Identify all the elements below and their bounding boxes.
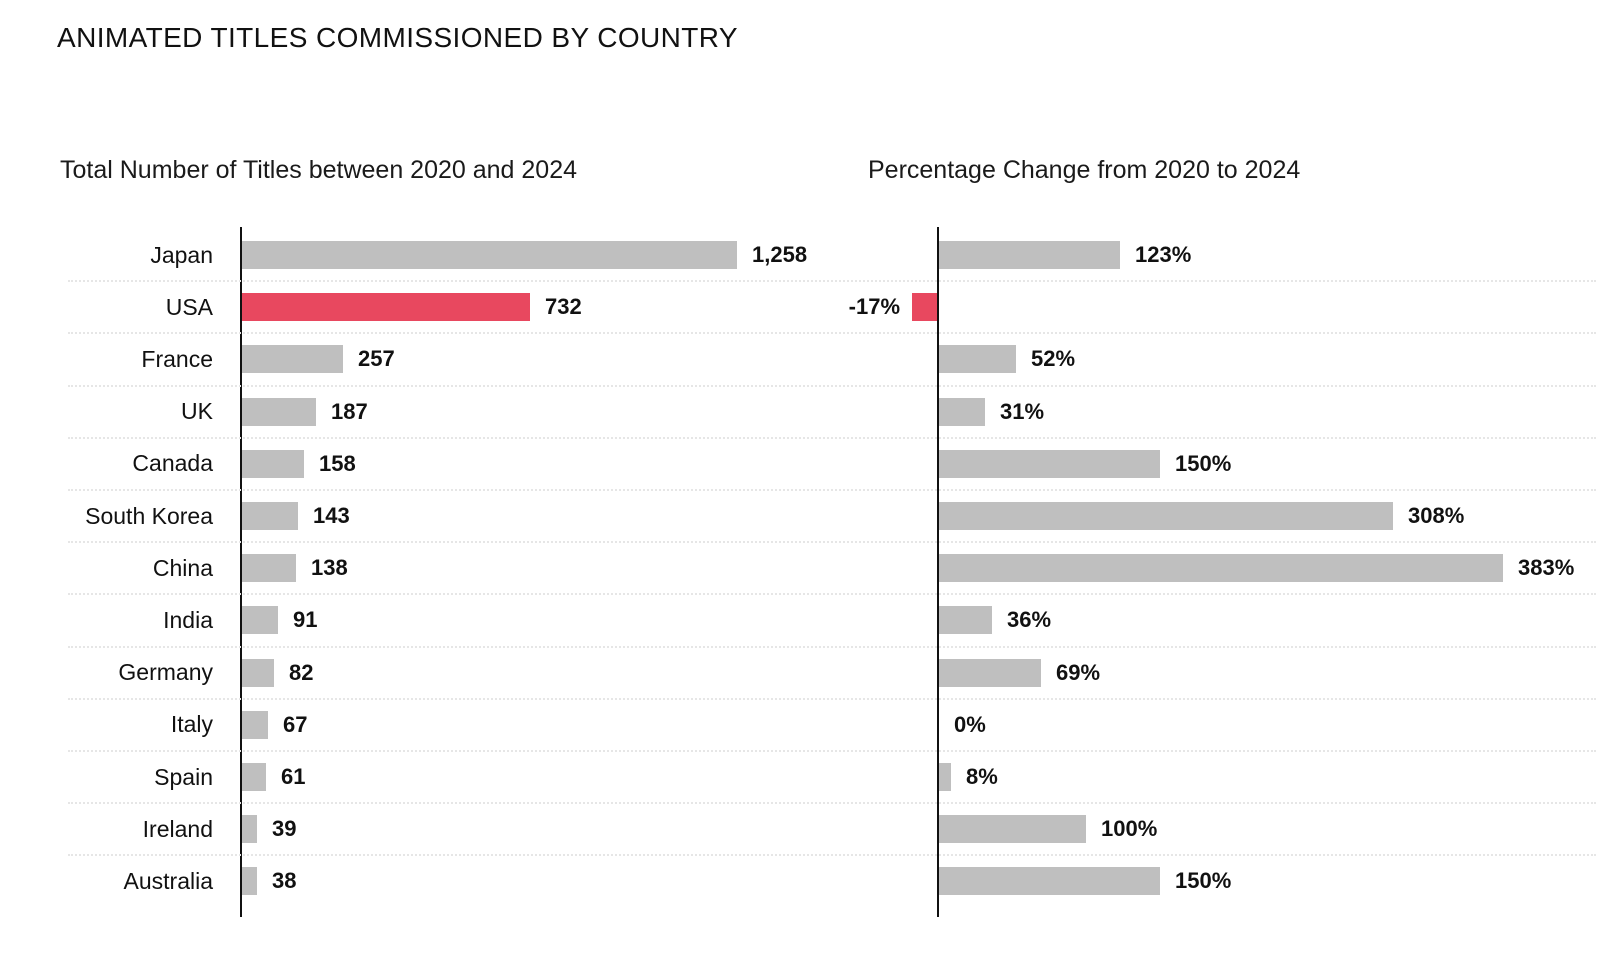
change-value: 8% xyxy=(966,764,998,790)
chart-row: Italy 67 0% xyxy=(0,699,1604,752)
country-label: South Korea xyxy=(85,502,213,529)
chart-row: France 257 52% xyxy=(0,333,1604,387)
country-label: France xyxy=(141,345,213,372)
country-label: UK xyxy=(181,398,213,425)
change-value: 383% xyxy=(1518,555,1575,581)
row-separator xyxy=(68,436,1596,439)
change-bar xyxy=(939,867,1160,896)
change-bar xyxy=(939,658,1041,687)
left-chart-title: Total Number of Titles between 2020 and … xyxy=(60,156,578,184)
titles-bar xyxy=(242,606,278,635)
country-label: USA xyxy=(165,293,213,320)
change-bar xyxy=(939,345,1016,374)
row-separator xyxy=(68,280,1596,283)
chart-row: Germany 82 69% xyxy=(0,647,1604,700)
titles-value: 38 xyxy=(272,868,297,894)
row-separator xyxy=(68,749,1596,752)
change-bar xyxy=(912,293,937,322)
titles-bar xyxy=(242,241,737,269)
titles-bar xyxy=(242,658,274,687)
titles-value: 67 xyxy=(283,711,308,737)
titles-value: 91 xyxy=(293,607,318,633)
country-label: Ireland xyxy=(142,815,213,842)
country-label: India xyxy=(163,606,213,633)
change-value: -17% xyxy=(848,294,900,320)
titles-value: 732 xyxy=(545,294,582,320)
change-bar xyxy=(939,241,1120,269)
chart-row: Ireland 39 100% xyxy=(0,803,1604,857)
chart-row: Canada 158 150% xyxy=(0,438,1604,491)
change-value: 100% xyxy=(1101,816,1158,842)
titles-value: 138 xyxy=(311,555,348,581)
titles-value: 143 xyxy=(313,503,350,529)
titles-bar xyxy=(242,293,530,322)
titles-value: 158 xyxy=(319,450,356,476)
titles-bar xyxy=(242,867,257,896)
change-value: 36% xyxy=(1007,607,1052,633)
titles-bar xyxy=(242,502,298,530)
change-bar xyxy=(939,397,985,426)
change-bar xyxy=(939,606,992,635)
row-separator xyxy=(68,697,1596,700)
chart-row: Japan 1,258 123% xyxy=(0,229,1604,283)
row-separator xyxy=(68,384,1596,387)
row-separator xyxy=(68,488,1596,491)
row-separator xyxy=(68,593,1596,596)
country-label: Canada xyxy=(132,450,213,477)
country-label: Australia xyxy=(123,867,213,894)
page-title: ANIMATED TITLES COMMISSIONED BY COUNTRY xyxy=(57,22,738,53)
country-label: Spain xyxy=(154,763,213,790)
titles-bar xyxy=(242,345,343,374)
change-value: 31% xyxy=(1000,398,1045,424)
change-bar xyxy=(939,502,1393,530)
country-label: Japan xyxy=(150,241,213,268)
chart-row: South Korea 143 308% xyxy=(0,490,1604,544)
titles-value: 257 xyxy=(358,346,395,372)
change-value: 123% xyxy=(1135,242,1192,268)
chart-row: UK 187 31% xyxy=(0,386,1604,439)
titles-value: 39 xyxy=(272,816,297,842)
change-bar xyxy=(939,449,1160,478)
row-separator xyxy=(68,541,1596,544)
titles-value: 82 xyxy=(289,659,314,685)
titles-bar xyxy=(242,815,257,844)
change-bar xyxy=(939,763,951,791)
change-bar xyxy=(939,554,1503,583)
titles-bar xyxy=(242,554,296,583)
titles-bar xyxy=(242,397,316,426)
change-value: 52% xyxy=(1031,346,1076,372)
chart-row: China 138 383% xyxy=(0,542,1604,596)
country-label: Italy xyxy=(170,711,213,738)
change-value: 150% xyxy=(1175,450,1232,476)
country-label: Germany xyxy=(118,659,213,686)
row-separator xyxy=(68,332,1596,335)
titles-value: 187 xyxy=(331,398,368,424)
row-separator xyxy=(68,645,1596,648)
row-separator xyxy=(68,854,1596,857)
titles-bar xyxy=(242,449,304,478)
change-value: 69% xyxy=(1056,659,1101,685)
change-value: 0% xyxy=(954,711,986,737)
chart-row: USA 732 -17% xyxy=(0,281,1604,335)
right-chart-title: Percentage Change from 2020 to 2024 xyxy=(868,156,1301,184)
change-value: 308% xyxy=(1408,503,1465,529)
titles-value: 1,258 xyxy=(752,242,808,268)
chart-row: Australia 38 150% xyxy=(0,855,1604,907)
chart-row: India 91 36% xyxy=(0,594,1604,648)
chart-row: Spain 61 8% xyxy=(0,751,1604,805)
left-chart-axis xyxy=(240,227,242,917)
row-separator xyxy=(68,802,1596,805)
change-value: 150% xyxy=(1175,868,1232,894)
change-bar xyxy=(939,815,1086,844)
titles-bar xyxy=(242,763,266,791)
titles-bar xyxy=(242,710,268,739)
right-chart-axis xyxy=(937,227,939,917)
country-label: China xyxy=(152,554,213,581)
titles-value: 61 xyxy=(281,764,306,790)
